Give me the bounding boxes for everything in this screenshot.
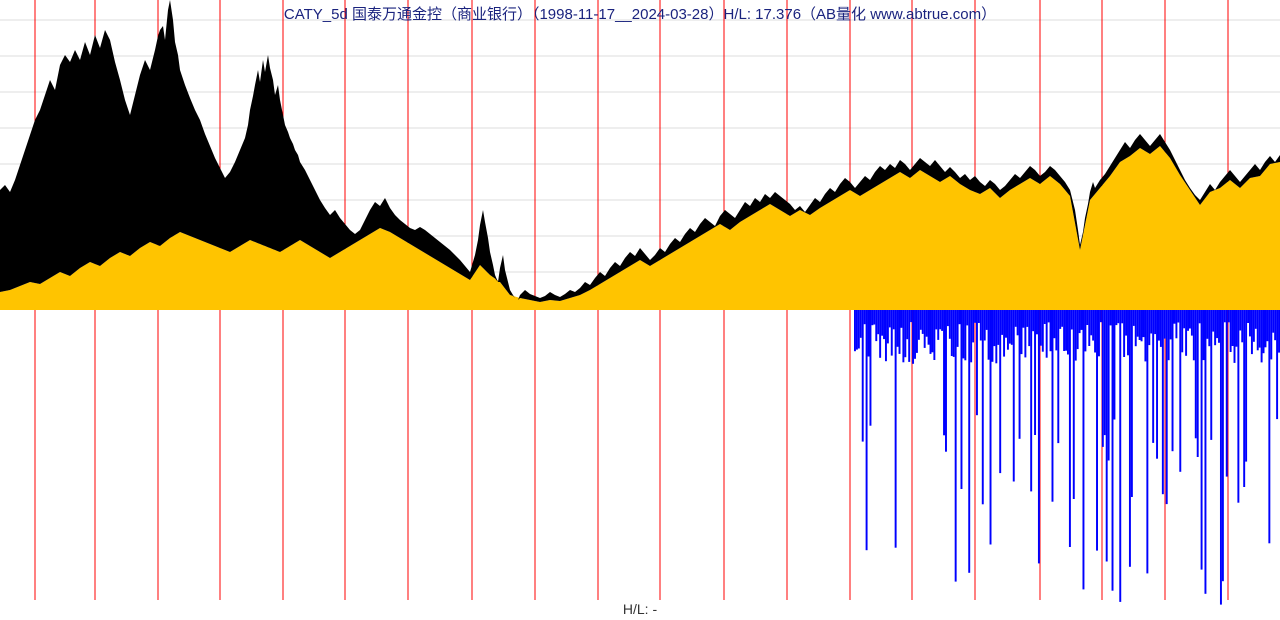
price-chart — [0, 0, 1280, 620]
chart-title: CATY_5d 国泰万通金控（商业银行）（1998-11-17__2024-03… — [0, 3, 1280, 24]
blue-series — [854, 310, 1280, 605]
footer-label: H/L: - — [0, 601, 1280, 617]
